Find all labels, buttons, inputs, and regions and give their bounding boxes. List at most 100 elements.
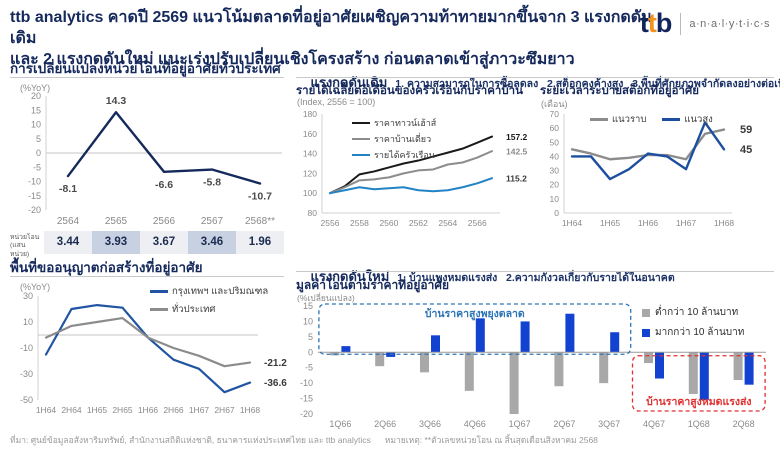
new-pressures-heading-text: แรงกดดันใหม่ [310, 269, 390, 284]
x-tick-label: 1H68 [240, 405, 261, 415]
bar [688, 352, 698, 394]
series-line [329, 150, 493, 195]
point-label: -5.8 [203, 177, 221, 189]
y-tick-label: 15 [31, 105, 41, 115]
y-tick-label: 30 [550, 166, 560, 176]
y-tick-label: 10 [550, 194, 560, 204]
end-label: 115.2 [506, 174, 527, 184]
x-tick-label: 3Q66 [419, 419, 441, 429]
x-tick-label: 1H65 [87, 405, 108, 415]
legend-item: มากกว่า 10 ล้านบาท [642, 325, 744, 340]
x-tick-label: 1Q66 [329, 419, 351, 429]
legend-swatch [150, 290, 168, 293]
legend-swatch [150, 308, 168, 311]
bar [464, 352, 474, 391]
legend-item: ราคาบ้านเดี่ยว [352, 132, 436, 146]
legend-item: ทั่วประเทศ [150, 302, 268, 317]
legend-swatch [662, 118, 681, 121]
x-tick-label: 1H66 [638, 218, 659, 228]
end-label: -36.6 [264, 378, 287, 389]
y-tick-label: -15 [28, 191, 41, 201]
y-tick-label: 0 [554, 208, 559, 218]
series-line [44, 317, 252, 368]
logo-analytics-text: a·n·a·l·y·t·i·c·s [689, 17, 770, 30]
x-tick-label: 2562 [409, 218, 428, 228]
x-tick-label: 4Q66 [464, 419, 486, 429]
end-label: 45 [740, 144, 752, 156]
bar [655, 352, 664, 379]
y-tick-label: 10 [23, 317, 33, 327]
x-tick-label: 4Q67 [643, 419, 665, 429]
table-cell: 1.96 [248, 236, 272, 248]
x-tick-label: 2H65 [112, 405, 133, 415]
y-tick-label: -10 [28, 177, 41, 187]
legend-label: มากกว่า 10 ล้านบาท [655, 327, 745, 338]
point-label: -8.1 [59, 183, 77, 195]
series-line [329, 177, 493, 195]
x-tick-label: 2567 [201, 216, 224, 227]
y-tick-label: 0 [36, 148, 41, 158]
new-pressures-heading: แรงกดดันใหม่ 1. บ้านแพงหมดแรงส่ง 2.ความกั… [296, 251, 675, 302]
series-line [570, 121, 726, 181]
stock-chart-title: ระยะเวลาระบายสต็อกที่อยู่อาศัย [540, 85, 699, 97]
table-cell: 3.44 [56, 236, 80, 248]
y-tick-label: 0 [308, 347, 313, 357]
x-tick-label: 1H66 [138, 405, 159, 415]
legend-swatch [642, 308, 650, 317]
x-tick-label: 3Q67 [598, 419, 620, 429]
legend-swatch [642, 328, 650, 337]
y-tick-label: -5 [33, 162, 41, 172]
point-label: -6.6 [155, 179, 173, 191]
permits-chart-legend: กรุงเทพฯ และปริมณฑลทั่วประเทศ [150, 284, 268, 317]
y-tick-label: 100 [303, 188, 317, 198]
note-text: หมายเหตุ: **ตัวเลขหน่วยโอน ณ สิ้นสุดเดือ… [384, 435, 598, 445]
x-tick-label: 1H65 [600, 218, 621, 228]
transfer-chart-svg: 20 15 10 5 0 -5 -10 -15 -20 2564 2565 2566 2567 2568*… [28, 91, 282, 227]
stock-chart-unit: (เดือน) [541, 99, 568, 109]
stock-chart: 70 60 50 40 30 20 10 0 1H64 1H65 1H66 1H67 1H68 59 45 [540, 108, 778, 244]
end-label: 157.2 [506, 132, 528, 142]
bar [565, 313, 575, 353]
end-label: 59 [740, 124, 752, 136]
y-tick-label: -5 [305, 363, 313, 373]
legend-label: กรุงเทพฯ และปริมณฑล [172, 286, 269, 297]
old-pressures-heading: แรงกดดันเดิม 1. ความสามารถในการซื้อลดลง 2… [296, 57, 780, 108]
y-tick-label: 80 [308, 208, 318, 218]
legend-label: ราคาบ้านเดี่ยว [374, 134, 432, 144]
source-text: ที่มา: ศูนย์ข้อมูลอสังหาริมทรัพย์, สำนัก… [10, 435, 371, 445]
annotation-box [318, 303, 632, 355]
y-tick-label: 20 [31, 91, 41, 101]
permits-chart-title: พื้นที่ขออนุญาตก่อสร้างที่อยู่อาศัย [10, 260, 203, 275]
y-tick-label: -20 [28, 205, 41, 215]
y-tick-label: 120 [303, 168, 317, 178]
legend-item: แนวราบ [590, 112, 646, 127]
permits-chart: 30 10 -10 -30 -50 1H64 2H64 1H65 2H65 1H66 2H66 1H6… [8, 288, 287, 428]
x-tick-label: 1H64 [562, 218, 583, 228]
legend-item: แนวสูง [662, 112, 713, 127]
bar [509, 352, 519, 414]
page-title: ttb analytics คาดปี 2569 แนวโน้มตลาดที่อ… [10, 7, 678, 70]
logo-letter-b: b [655, 8, 672, 38]
table-cell: 3.67 [152, 236, 176, 248]
y-tick-label: -20 [300, 409, 313, 419]
legend-item: รายได้ครัวเรือน [352, 148, 436, 162]
legend-label: แนวราบ [612, 114, 647, 125]
table-cell: 3.46 [188, 231, 236, 254]
transfer-chart-unit: (%YoY) [20, 83, 51, 93]
x-tick-label: 2556 [321, 218, 340, 228]
x-tick-label: 2H66 [163, 405, 184, 415]
income-price-chart-title: รายได้เฉลี่ยต่อเดือนของครัวเรือนกับราคาบ… [296, 85, 523, 97]
old-pressures-heading-text: แรงกดดันเดิม [310, 75, 388, 90]
series-line [66, 111, 262, 185]
bar [431, 335, 440, 353]
legend-swatch [352, 137, 370, 141]
bar [475, 318, 485, 353]
x-tick-label: 1Q67 [509, 419, 531, 429]
section-rule [10, 276, 284, 277]
ttb-analytics-logo: t t b a·n·a·l·y·t·i·c·s [640, 8, 770, 39]
transfer-value-chart-svg: 15 10 5 0 -5 -10 -15 -20 1Q66 2Q66 3Q66 4Q66 1Q67 2Q6… [300, 301, 766, 429]
new-pressures-items: 1. บ้านแพงหมดแรงส่ง 2.ความกังวลเกี่ยวกับ… [397, 272, 675, 284]
x-tick-label: 2558 [350, 218, 369, 228]
